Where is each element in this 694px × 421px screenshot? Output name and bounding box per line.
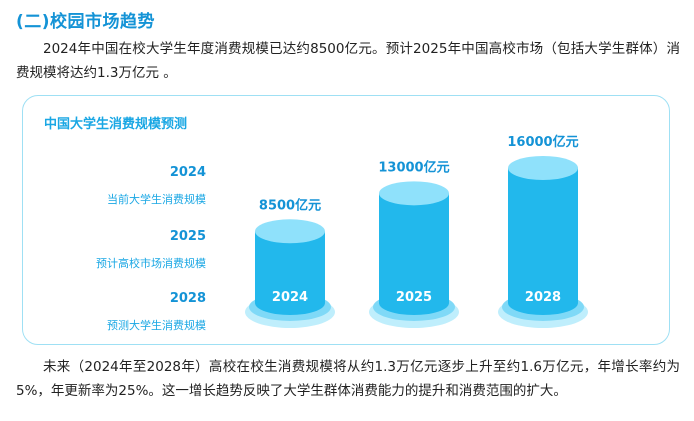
conclusion-paragraph: 未来（2024年至2028年）高校在校生消费规模将从约1.3万亿元逐步上升至约1…	[16, 359, 680, 399]
bar-2025	[379, 193, 449, 315]
bar-top-2024	[255, 219, 325, 244]
legend-year-2025: 2025	[169, 229, 206, 244]
bar-value-label-2025: 13000亿元	[378, 159, 449, 175]
bar-top-2025	[379, 181, 449, 206]
chart-title: 中国大学生消费规模预测	[44, 117, 188, 132]
legend-desc-2028: 预测大学生消费规模	[107, 319, 206, 332]
bar-category-label-2024: 2024	[272, 290, 308, 305]
legend-desc-2025: 预计高校市场消费规模	[96, 257, 206, 270]
legend-year-2028: 2028	[169, 291, 206, 306]
bar-2024	[255, 231, 325, 315]
legend-desc-2024: 当前大学生消费规模	[107, 193, 206, 206]
legend-year-2024: 2024	[169, 165, 206, 180]
bar-category-label-2025: 2025	[396, 290, 432, 305]
bar-top-2028	[508, 156, 578, 180]
bar-category-label-2028: 2028	[525, 290, 561, 305]
intro-paragraph: 2024年中国在校大学生年度消费规模已达约8500亿元。预计2025年中国高校市…	[16, 41, 680, 81]
bar-2028	[508, 168, 578, 315]
section-title: (二)校园市场趋势	[16, 12, 156, 32]
bar-value-label-2024: 8500亿元	[259, 197, 321, 213]
bar-value-label-2028: 16000亿元	[507, 134, 578, 150]
